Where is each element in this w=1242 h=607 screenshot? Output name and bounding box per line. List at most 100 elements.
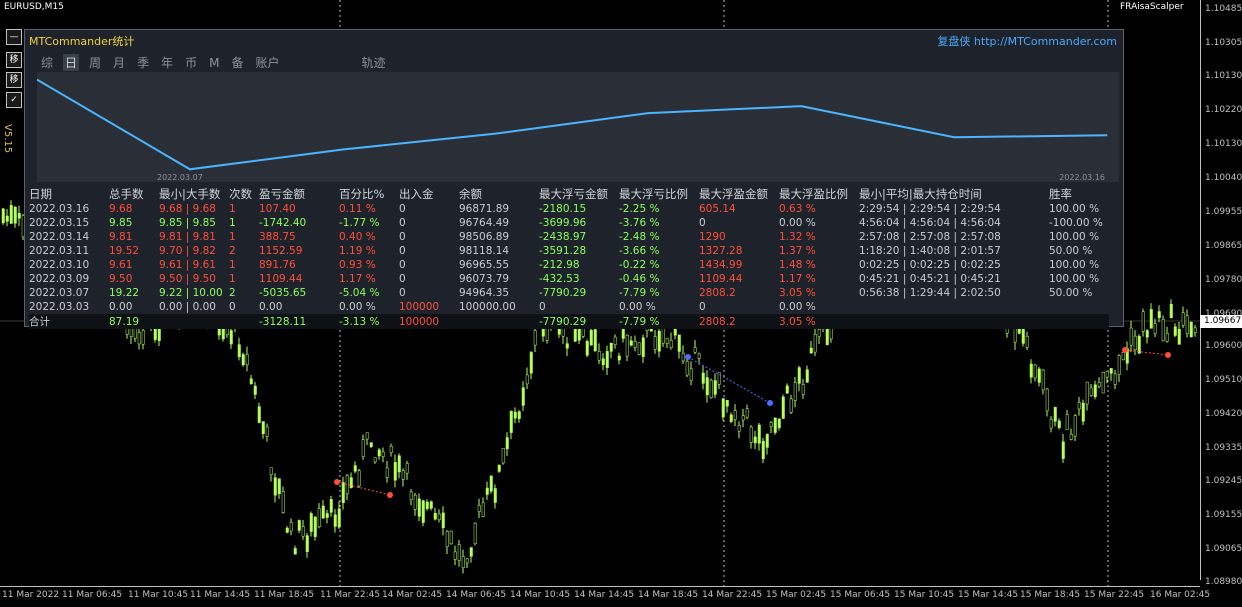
candle — [1033, 364, 1037, 379]
table-row[interactable]: 2022.03.15 9.85 9.85 | 9.85 1 -1742.40 -1.77 … — [29, 216, 1109, 230]
candle — [613, 336, 617, 345]
candle — [521, 387, 525, 406]
table-row[interactable]: 2022.03.11 19.52 9.70 | 9.82 2 1152.59 1.19 %… — [29, 244, 1109, 258]
minimize-button[interactable]: — — [6, 29, 22, 45]
column-header[interactable]: 次数 — [229, 187, 252, 201]
table-row[interactable]: 2022.03.09 9.50 9.50 | 9.50 1 1109.44 1.17 % 0… — [29, 272, 1109, 286]
time-tick: 14 Mar 02:45 — [382, 590, 443, 600]
candle — [281, 491, 285, 513]
tab-8[interactable]: 备 — [231, 56, 244, 70]
column-header[interactable]: 最小|大手数 — [159, 187, 221, 201]
move-button-2[interactable]: 移 — [6, 72, 22, 88]
table-cell: 388.75 — [259, 231, 296, 243]
candle — [261, 421, 265, 434]
expert-advisor-name[interactable]: FRAisaScalper — [1120, 2, 1184, 12]
check-button[interactable]: ✓ — [6, 92, 22, 108]
column-header[interactable]: 最大浮亏比例 — [619, 187, 688, 201]
tab-3[interactable]: 月 — [113, 56, 126, 70]
table-row[interactable]: 2022.03.07 19.22 9.22 | 10.00 2 -5035.65 -5.0… — [29, 286, 1109, 300]
table-cell: 0 — [399, 287, 406, 299]
table-cell: 0.40 % — [339, 231, 376, 243]
column-header[interactable]: 日期 — [29, 187, 52, 201]
candle — [717, 372, 721, 385]
trade-marker — [1122, 347, 1128, 353]
candle — [473, 522, 477, 544]
candle — [441, 512, 445, 529]
column-header[interactable]: 总手数 — [109, 187, 144, 201]
candle — [1157, 311, 1161, 318]
candle — [705, 377, 709, 396]
table-cell: 0:02:25 | 0:02:25 | 0:02:25 — [859, 259, 1001, 271]
candle — [697, 353, 701, 359]
tab-1[interactable]: 日 — [63, 54, 80, 71]
candle — [417, 498, 421, 517]
table-cell: 4:56:04 | 4:56:04 | 4:56:04 — [859, 217, 1001, 229]
candle — [509, 410, 513, 433]
candle — [333, 514, 337, 527]
candle — [373, 457, 377, 463]
table-cell: 96965.55 — [459, 259, 510, 271]
column-header[interactable]: 盈亏金额 — [259, 187, 305, 201]
total-cell — [859, 314, 1049, 329]
equity-point — [647, 112, 649, 114]
candle — [1109, 368, 1113, 374]
time-tick: 15 Mar 10:45 — [894, 590, 955, 600]
column-header[interactable]: 胜率 — [1049, 187, 1072, 201]
table-cell: 100.00 % — [1049, 203, 1100, 215]
table-row[interactable]: 2022.03.16 9.68 9.68 | 9.68 1 107.40 0.11 % 0 9… — [29, 202, 1109, 216]
table-cell: 1.19 % — [339, 245, 376, 257]
column-header[interactable]: 百分比% — [339, 187, 385, 201]
column-header[interactable]: 最大浮盈比例 — [779, 187, 848, 201]
candle — [565, 343, 569, 349]
column-header[interactable]: 最小|平均|最大持仓时间 — [859, 187, 982, 201]
candle — [437, 513, 441, 520]
candle — [1089, 387, 1093, 396]
candle — [1025, 336, 1029, 348]
statistics-panel: MTCommander统计 复盘侠 http://MTCommander.com… — [24, 29, 1124, 329]
candle — [721, 398, 725, 418]
table-cell: 100000.00 — [459, 301, 516, 313]
table-cell: 0 — [399, 245, 406, 257]
candle — [701, 372, 705, 384]
table-cell: 9.61 — [109, 259, 133, 271]
candle — [517, 411, 521, 419]
table-cell: 0.63 % — [779, 203, 816, 215]
column-header[interactable]: 出入金 — [399, 187, 434, 201]
tab-5[interactable]: 年 — [161, 56, 174, 70]
candle — [1101, 371, 1105, 394]
column-header[interactable]: 最大浮亏金额 — [539, 187, 608, 201]
move-button[interactable]: 移 — [6, 52, 22, 68]
candle — [729, 414, 733, 422]
column-header[interactable]: 余额 — [459, 187, 482, 201]
table-cell: 2:57:08 | 2:57:08 | 2:57:08 — [859, 231, 1001, 243]
table-cell: 3.05 % — [779, 287, 816, 299]
table-cell: 0.11 % — [339, 203, 376, 215]
tab-0[interactable]: 综 — [41, 56, 54, 70]
website-link[interactable]: 复盘侠 http://MTCommander.com — [937, 35, 1117, 48]
table-cell: 2022.03.14 — [29, 231, 90, 243]
tab-4[interactable]: 季 — [137, 56, 150, 70]
table-row[interactable]: 2022.03.10 9.61 9.61 | 9.61 1 891.76 0.93 % 0 9… — [29, 258, 1109, 272]
table-row[interactable]: 2022.03.03 0.00 0.00 | 0.00 0 0.00 0.00 % 1000… — [29, 300, 1109, 314]
table-row[interactable]: 2022.03.14 9.81 9.81 | 9.81 1 388.75 0.40 % 0 9… — [29, 230, 1109, 244]
candle — [229, 330, 233, 345]
total-cell: 合计 — [29, 314, 109, 329]
table-cell: 98118.14 — [459, 245, 510, 257]
table-cell: 9.50 | 9.50 — [159, 273, 216, 285]
candle — [141, 330, 145, 345]
tab-6[interactable]: 币 — [185, 56, 198, 70]
table-cell: 2 — [229, 245, 236, 257]
time-tick: 15 Mar 18:45 — [1020, 590, 1081, 600]
price-tick: 1.09245 — [1205, 476, 1242, 486]
tab-9[interactable]: 账户 — [255, 56, 280, 70]
candle — [505, 437, 509, 450]
tab-2[interactable]: 周 — [89, 56, 102, 70]
candle — [321, 505, 325, 519]
candle — [465, 558, 469, 564]
tab-10[interactable]: 轨迹 — [361, 56, 386, 70]
candle — [1129, 327, 1133, 346]
column-header[interactable]: 最大浮盈金额 — [699, 187, 768, 201]
trade-marker — [767, 400, 773, 406]
candle — [733, 410, 737, 420]
tab-7[interactable]: M — [209, 56, 220, 70]
